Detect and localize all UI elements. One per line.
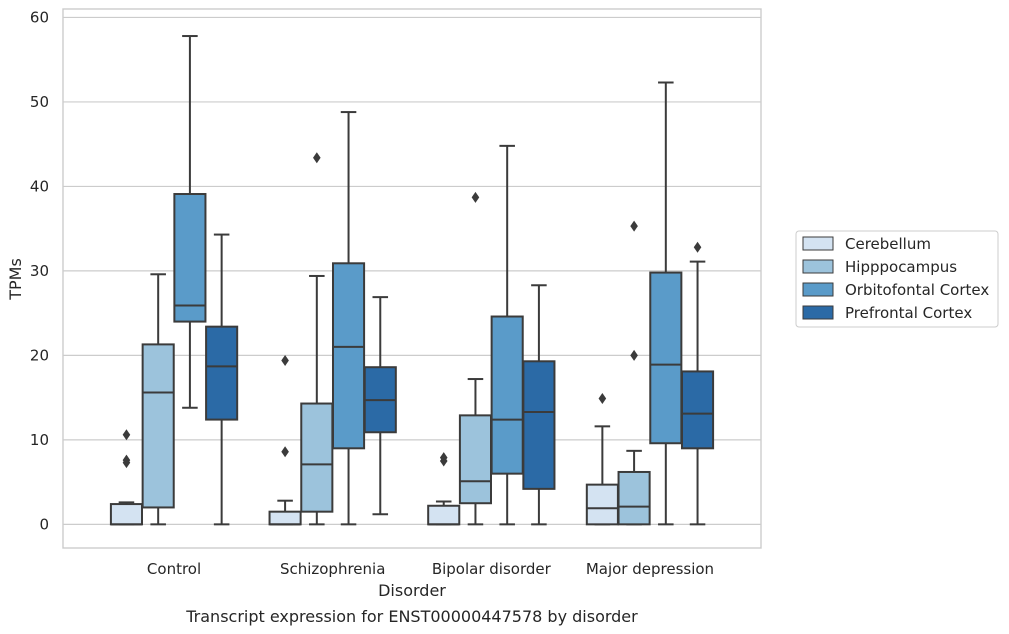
- outlier-point: [281, 354, 289, 366]
- legend: Cerebellum Hipppocampus Orbitofontal Corte…: [795, 230, 999, 328]
- box-cerebellum: [268, 354, 302, 526]
- x-tick-label: Bipolar disorder: [432, 560, 552, 578]
- box-iqr: [458, 414, 493, 505]
- box-iqr: [617, 470, 651, 526]
- box-iqr: [522, 360, 556, 490]
- y-tick-label: 40: [30, 177, 49, 195]
- x-axis-ticks: Control Schizophrenia Bipolar disorder Majo…: [147, 560, 714, 578]
- box-iqr: [300, 402, 334, 513]
- box-iqr: [173, 193, 207, 323]
- box-hipppocampus: [300, 152, 334, 526]
- box-iqr: [268, 510, 302, 526]
- box-iqr: [490, 315, 524, 475]
- box-orbitofontal-cortex: [490, 144, 524, 526]
- outlier-point: [598, 392, 607, 404]
- box-prefrontal-cortex: [363, 296, 397, 516]
- outlier-point: [693, 241, 702, 253]
- box-iqr: [649, 271, 683, 445]
- box-prefrontal-cortex: [205, 233, 239, 526]
- legend-label: Prefrontal Cortex: [845, 304, 972, 322]
- box-cerebellum: [109, 429, 144, 526]
- outlier-point: [313, 152, 321, 164]
- box-iqr: [331, 262, 366, 450]
- outlier-point: [630, 220, 638, 232]
- x-tick-label: Major depression: [586, 560, 714, 578]
- y-tick-label: 50: [30, 93, 49, 111]
- box-iqr: [141, 343, 175, 509]
- outlier-point: [630, 349, 638, 361]
- x-tick-label: Control: [147, 560, 201, 578]
- x-tick-label: Schizophrenia: [280, 560, 385, 578]
- box-prefrontal-cortex: [680, 241, 715, 526]
- y-axis-ticks: 0 10 20 30 40 50 60: [30, 8, 49, 533]
- box-prefrontal-cortex: [522, 284, 556, 526]
- box-hipppocampus: [141, 273, 175, 526]
- box-orbitofontal-cortex: [331, 111, 366, 526]
- y-tick-label: 0: [39, 515, 49, 533]
- legend-swatch: [802, 236, 834, 251]
- box-iqr: [585, 483, 619, 526]
- boxes: [109, 35, 715, 526]
- chart-title: Transcript expression for ENST0000044757…: [185, 607, 638, 626]
- y-tick-label: 10: [30, 431, 49, 449]
- legend-swatch: [802, 282, 834, 297]
- plot-area-frame: [62, 8, 762, 549]
- y-tick-label: 30: [30, 262, 49, 280]
- y-axis-title: TPMs: [6, 258, 25, 301]
- box-hipppocampus: [458, 191, 493, 526]
- outlier-point: [122, 454, 131, 466]
- outlier-point: [471, 191, 480, 203]
- y-tick-label: 20: [30, 346, 49, 364]
- box-orbitofontal-cortex: [173, 35, 207, 409]
- box-iqr: [109, 503, 144, 526]
- box-hipppocampus: [617, 220, 651, 526]
- y-tick-label: 60: [30, 8, 49, 26]
- legend-label: Orbitofontal Cortex: [845, 281, 989, 299]
- box-iqr: [427, 504, 461, 526]
- outlier-point: [439, 452, 448, 464]
- box-orbitofontal-cortex: [649, 81, 683, 526]
- legend-swatch: [802, 259, 834, 274]
- legend-frame: [795, 230, 999, 328]
- box-cerebellum: [427, 452, 461, 526]
- box-cerebellum: [585, 392, 619, 526]
- legend-label: Cerebellum: [845, 235, 931, 253]
- outlier-point: [122, 429, 131, 441]
- x-axis-title: Disorder: [378, 581, 446, 600]
- legend-label: Hipppocampus: [845, 258, 957, 276]
- box-iqr: [205, 325, 239, 421]
- legend-swatch: [802, 305, 834, 320]
- outlier-point: [281, 446, 289, 458]
- box-iqr: [680, 370, 715, 450]
